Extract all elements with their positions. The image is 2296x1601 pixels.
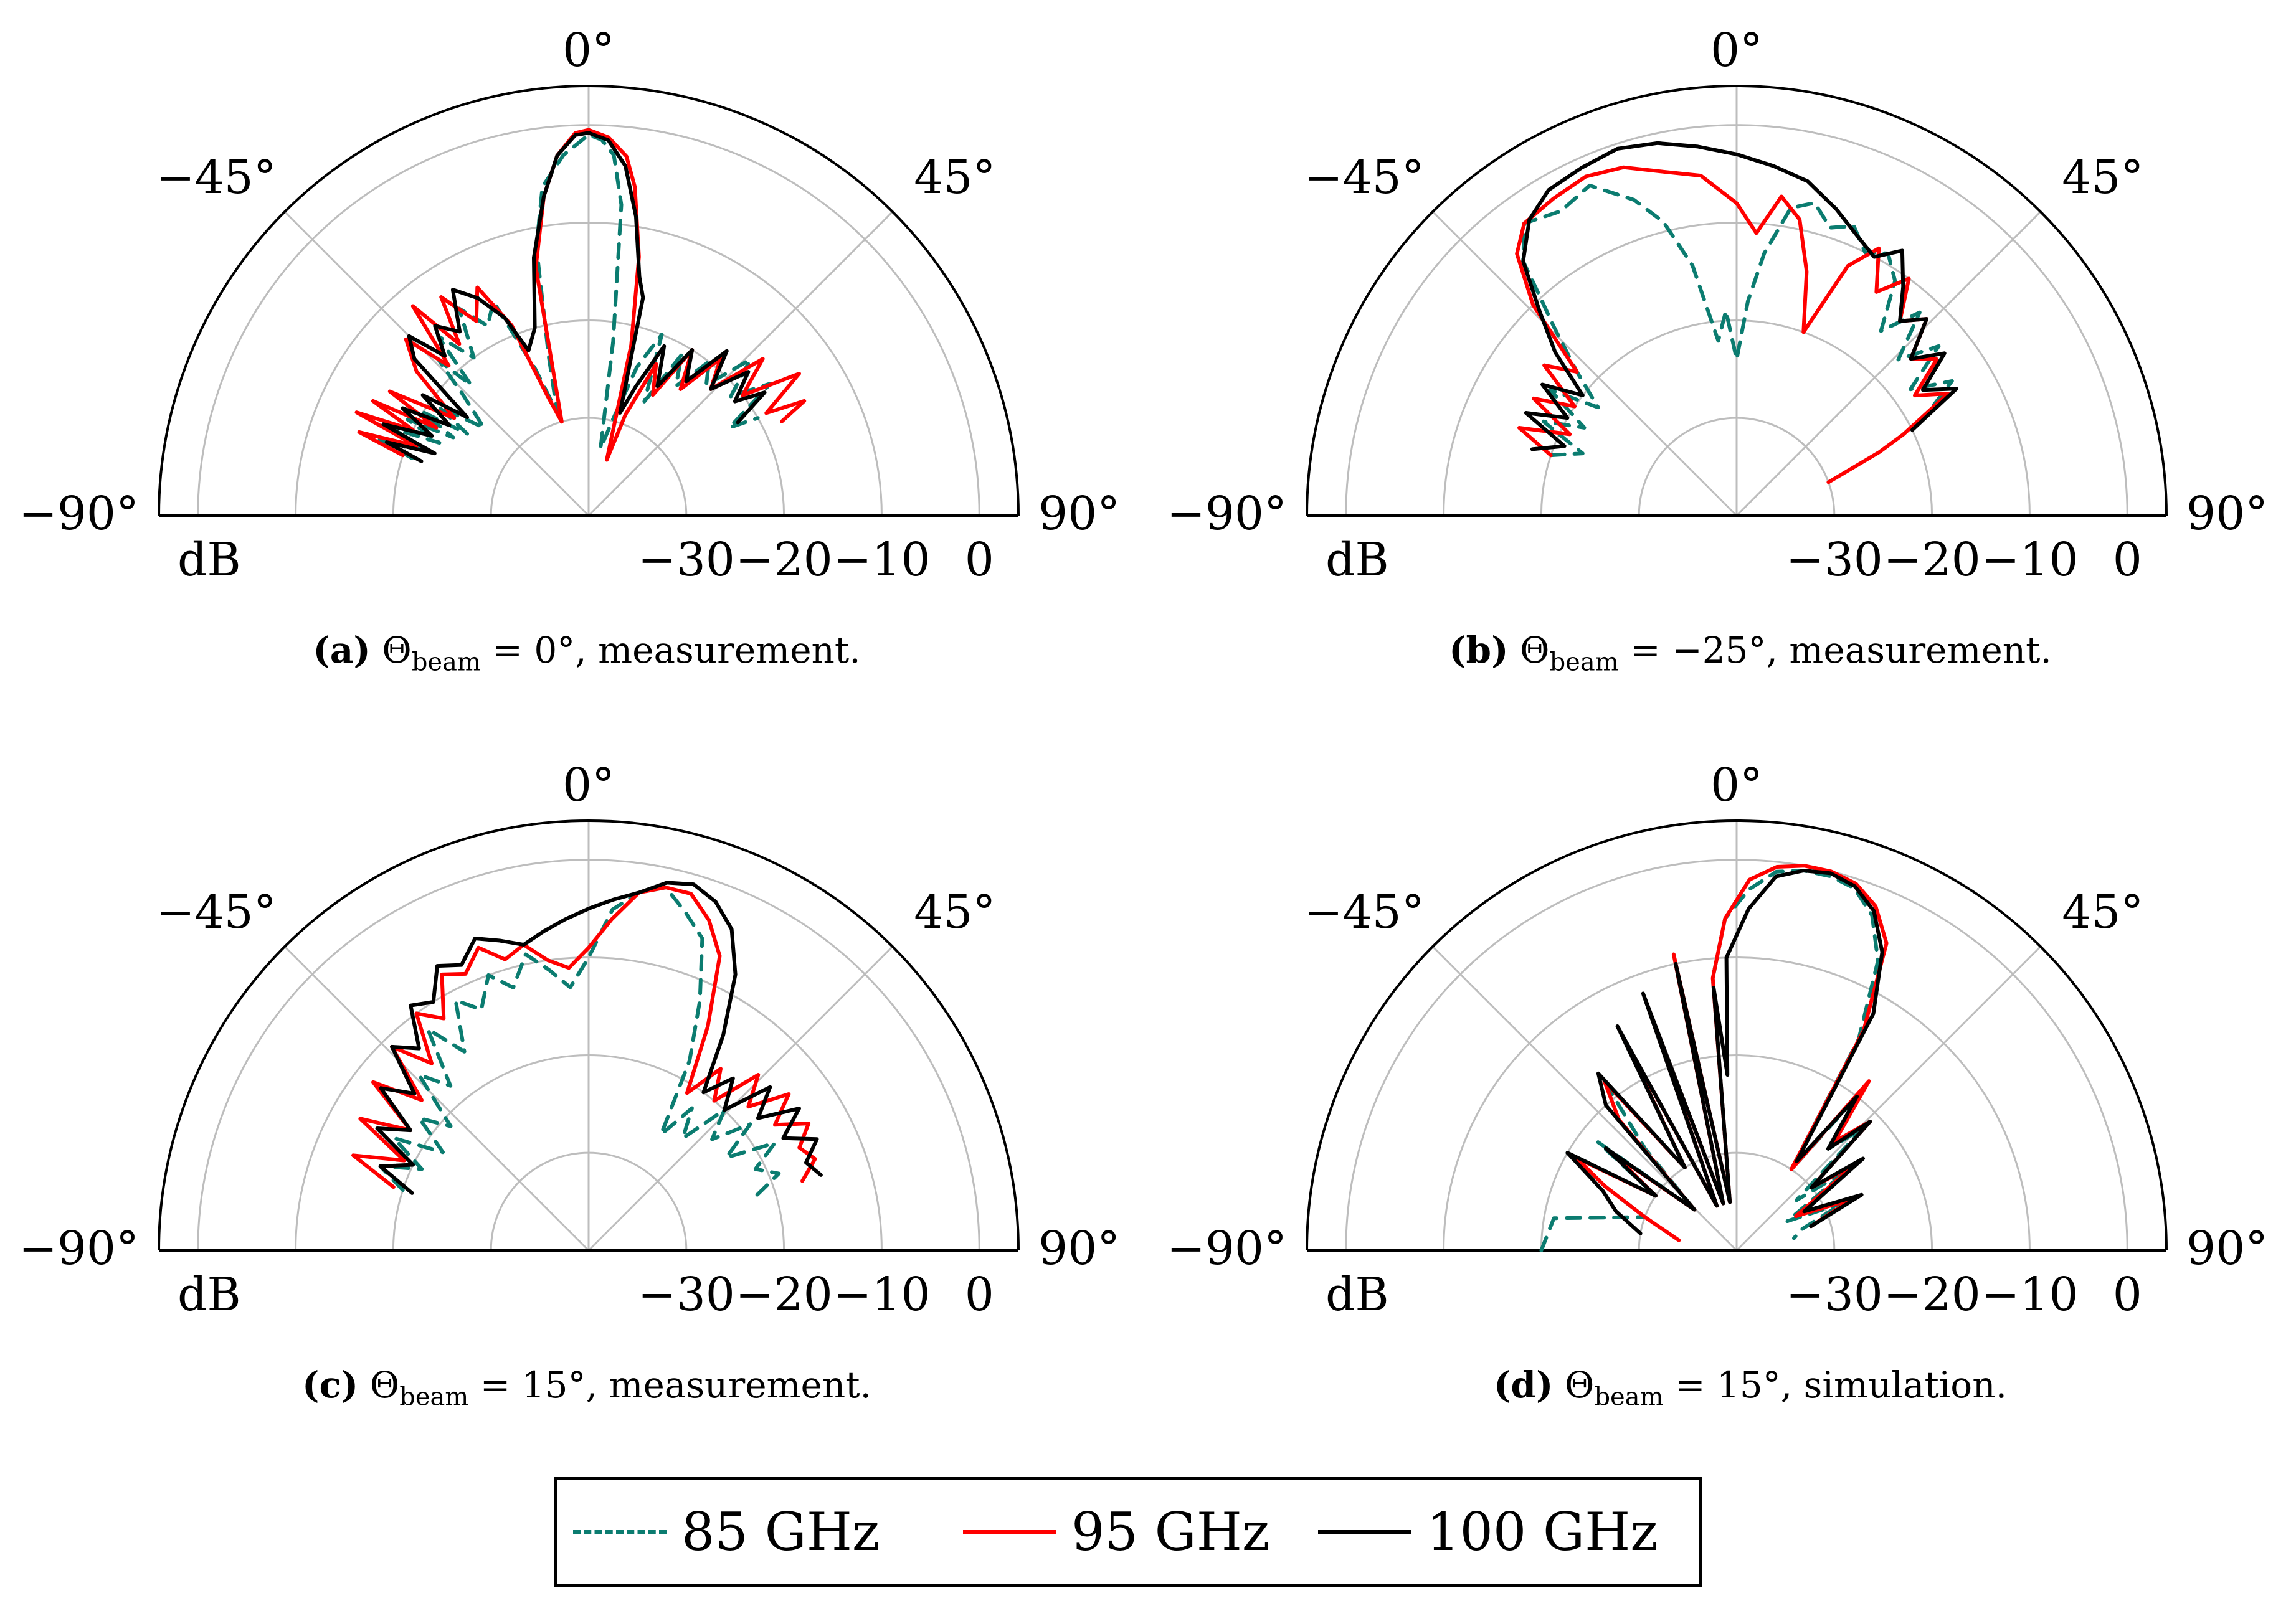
angle-tick-label: −45° (1304, 886, 1425, 939)
legend-label: 100 GHz (1426, 1501, 1658, 1562)
angle-tick-label: 45° (914, 151, 995, 204)
caption-symbol: Θ (369, 1364, 400, 1406)
caption-letter: (a) (313, 629, 371, 671)
outer-arc (1306, 85, 2168, 516)
angle-tick-label: −90° (1167, 487, 1287, 541)
caption-text: = 0°, measurement. (492, 629, 861, 671)
caption-text: = 15°, measurement. (480, 1364, 871, 1406)
angle-tick-label: 90° (1038, 1222, 1120, 1275)
radial-axis-label: dB (1326, 533, 1389, 587)
r-tick-label: −30 (1786, 1268, 1883, 1321)
r-tick-label: −30 (638, 1268, 735, 1321)
caption-symbol: Θ (1564, 1364, 1595, 1406)
angle-tick-label: 0° (562, 758, 615, 812)
caption-symbol: Θ (382, 629, 412, 671)
polar-panel-a: 0° −45° 45° −90° 90° −30 −20 −10 0 dB (19, 24, 1120, 587)
series-85ghz (378, 886, 781, 1198)
legend-label: 95 GHz (1071, 1501, 1270, 1562)
grid-radial (1735, 946, 2041, 1252)
r-tick-label: 0 (2113, 1268, 2142, 1321)
caption-b: (b) Θbeam = −25°, measurement. (1314, 629, 2186, 677)
angle-tick-label: −45° (156, 151, 277, 204)
outer-arc (158, 85, 1020, 516)
caption-subscript: beam (1594, 1382, 1664, 1412)
caption-subscript: beam (1549, 648, 1619, 677)
r-tick-label: −10 (833, 1268, 930, 1321)
caption-letter: (b) (1449, 629, 1509, 671)
r-tick-label: −30 (1786, 533, 1883, 587)
r-tick-label: −20 (1884, 533, 1981, 587)
r-tick-label: −10 (1981, 533, 2078, 587)
caption-c: (c) Θbeam = 15°, measurement. (151, 1364, 1023, 1412)
polar-panel-d: 0° −45° 45° −90° 90° −30 −20 −10 0 dB (1167, 758, 2268, 1321)
radial-axis-label: dB (1326, 1268, 1389, 1321)
polar-panel-b: 0° −45° 45° −90° 90° −30 −20 −10 0 dB (1167, 24, 2268, 587)
radial-axis-label: dB (178, 533, 241, 587)
series-95ghz (351, 886, 817, 1189)
angle-tick-label: −90° (19, 1222, 139, 1275)
series-100ghz (1521, 141, 1959, 451)
legend-item-100ghz: 100 GHz (1318, 1480, 1658, 1584)
angle-tick-label: 0° (1710, 758, 1763, 812)
caption-a: (a) Θbeam = 0°, measurement. (151, 629, 1023, 677)
r-tick-label: −10 (833, 533, 930, 587)
grid-radial (284, 211, 590, 517)
caption-text: = 15°, simulation. (1674, 1364, 2008, 1406)
grid-radial (1735, 211, 2041, 517)
angle-tick-label: 90° (2186, 487, 2268, 541)
r-tick-label: −30 (638, 533, 735, 587)
angle-tick-label: −90° (1167, 1222, 1287, 1275)
caption-d: (d) Θbeam = 15°, simulation. (1314, 1364, 2186, 1412)
legend-label: 85 GHz (681, 1501, 880, 1562)
r-tick-label: 0 (2113, 533, 2142, 587)
r-tick-label: 0 (965, 1268, 994, 1321)
caption-subscript: beam (411, 648, 481, 677)
r-tick-label: −20 (736, 1268, 833, 1321)
series-100ghz (1565, 869, 1884, 1235)
series-95ghz (1574, 864, 1889, 1242)
r-tick-label: −20 (1884, 1268, 1981, 1321)
outer-arc (1306, 819, 2168, 1251)
angle-tick-label: −45° (156, 886, 277, 939)
legend-swatch-95ghz (963, 1530, 1056, 1534)
legend: 85 GHz 95 GHz 100 GHz (554, 1477, 1702, 1587)
angle-tick-label: 90° (1038, 487, 1120, 541)
legend-item-95ghz: 95 GHz (963, 1480, 1269, 1584)
grid-radial (1432, 211, 1738, 517)
r-tick-label: 0 (965, 533, 994, 587)
angle-tick-label: −90° (19, 487, 139, 541)
series-85ghz (1521, 183, 1954, 458)
series-95ghz (1515, 165, 1950, 484)
angle-tick-label: −45° (1304, 151, 1425, 204)
caption-letter: (d) (1493, 1364, 1554, 1406)
series-100ghz (375, 881, 823, 1195)
legend-item-85ghz: 85 GHz (573, 1480, 880, 1584)
grid-radial (284, 946, 590, 1252)
angle-tick-label: 90° (2186, 1222, 2268, 1275)
angle-tick-label: 45° (2062, 886, 2143, 939)
polar-panel-c: 0° −45° 45° −90° 90° −30 −20 −10 0 dB (19, 758, 1120, 1321)
series-100ghz (381, 131, 767, 463)
outer-arc (158, 819, 1020, 1251)
angle-tick-label: 0° (562, 24, 615, 77)
angle-tick-label: 45° (2062, 151, 2143, 204)
r-tick-label: −20 (736, 533, 833, 587)
radial-axis-label: dB (178, 1268, 241, 1321)
r-tick-label: −10 (1981, 1268, 2078, 1321)
grid-radial (587, 946, 893, 1252)
caption-letter: (c) (302, 1364, 359, 1406)
legend-swatch-85ghz (573, 1530, 667, 1534)
legend-swatch-100ghz (1318, 1530, 1411, 1534)
caption-symbol: Θ (1520, 629, 1550, 671)
angle-tick-label: 0° (1710, 24, 1763, 77)
caption-subscript: beam (399, 1382, 469, 1412)
angle-tick-label: 45° (914, 886, 995, 939)
caption-text: = −25°, measurement. (1630, 629, 2052, 671)
